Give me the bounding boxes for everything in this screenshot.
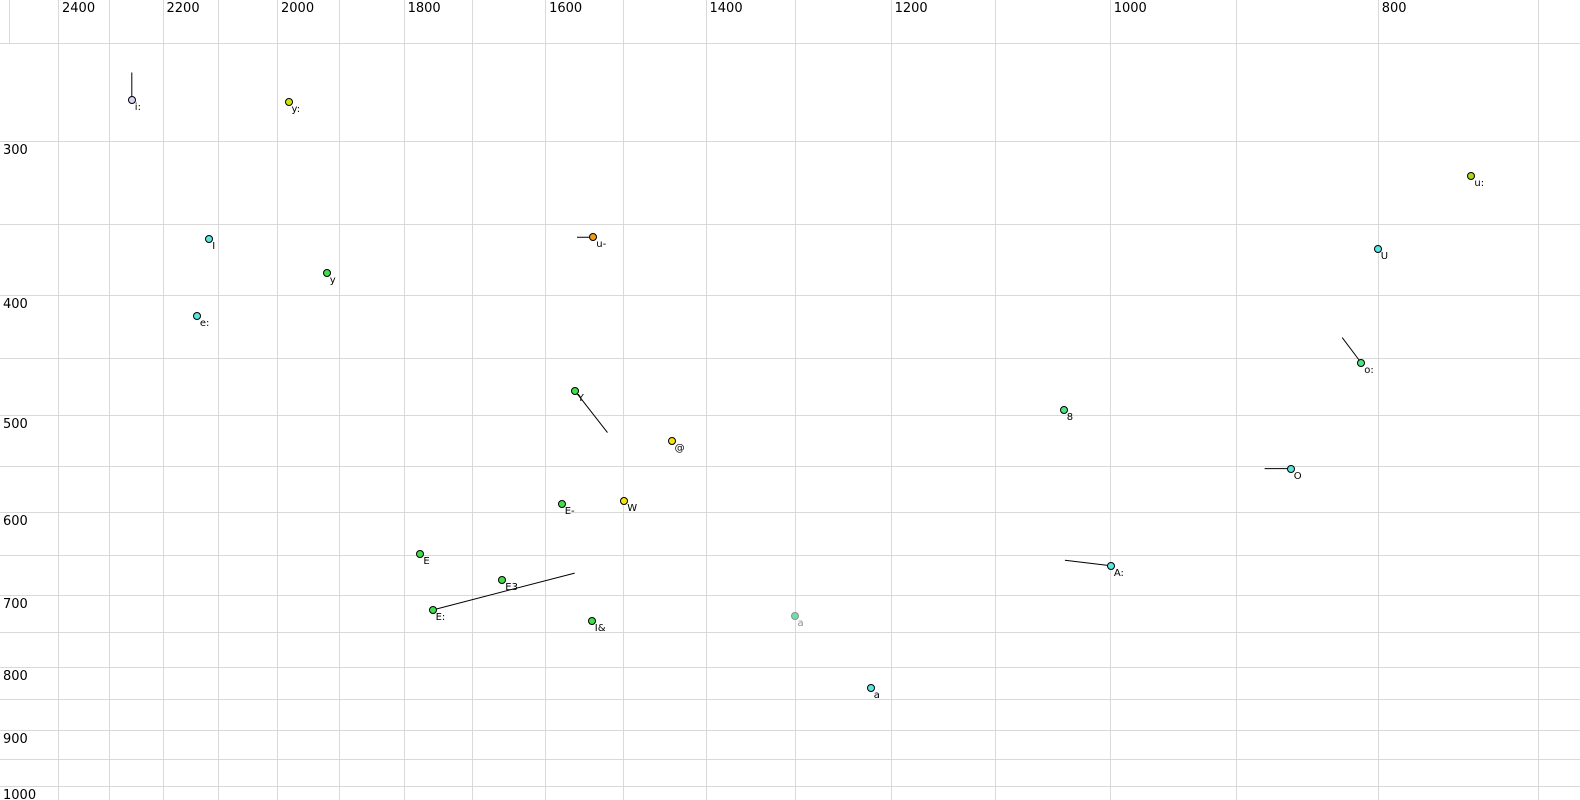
gridline-f1-300 <box>0 141 1580 142</box>
gridline-f2-1000 <box>1109 0 1111 800</box>
gridline-f1-250 <box>0 43 1580 45</box>
point-label-U: U <box>1380 251 1389 262</box>
gridline-f1-750 <box>0 631 1580 633</box>
gridline-f1-650 <box>0 555 1580 557</box>
y-axis-tick-label-800: 800 <box>3 668 28 684</box>
data-point-y[interactable] <box>322 269 331 278</box>
x-axis-tick-label-2000: 2000 <box>281 1 315 16</box>
point-label-I: I <box>212 240 216 252</box>
y-axis-tick-label-400: 400 <box>3 297 28 313</box>
gridline-f2-900 <box>1236 0 1238 800</box>
point-label-O: O <box>1293 470 1302 482</box>
data-point-i:[interactable] <box>127 96 136 105</box>
data-point-E3[interactable] <box>498 576 507 585</box>
point-label-E:: E: <box>435 612 446 623</box>
point-label-I&: I& <box>594 623 606 635</box>
x-axis-tick-label-1000: 1000 <box>1113 1 1147 16</box>
gridline-f1-500 <box>0 414 1580 416</box>
point-label-Y: Y <box>577 392 584 404</box>
data-point-I[interactable] <box>205 234 214 243</box>
point-tail-A: <box>1064 559 1111 567</box>
gridline-f1-450 <box>0 358 1580 360</box>
data-point-e:[interactable] <box>192 312 201 321</box>
point-label-a: a <box>873 690 880 702</box>
y-axis-tick-label-500: 500 <box>3 416 28 432</box>
point-label-u:: u: <box>1474 177 1485 189</box>
gridline-f2-2100 <box>218 0 220 800</box>
point-label-@: @ <box>674 442 685 454</box>
x-axis-tick-label-2400: 2400 <box>62 1 96 16</box>
data-point-E[interactable] <box>416 549 425 558</box>
data-point-U[interactable] <box>1373 245 1382 253</box>
gridline-f1-400 <box>0 295 1580 297</box>
data-point-O[interactable] <box>1286 464 1295 473</box>
gridline-f2-800 <box>1377 0 1379 800</box>
point-label-E: E <box>423 555 430 567</box>
point-label-a: a <box>797 617 804 629</box>
y-axis-tick-label-900: 900 <box>3 731 28 747</box>
point-label-A:: A: <box>1113 567 1124 579</box>
gridline-f2-2200 <box>162 0 164 800</box>
point-label-y:: y: <box>291 104 301 116</box>
x-axis-tick-label-800: 800 <box>1381 1 1407 16</box>
y-axis-tick-label-600: 600 <box>3 514 28 530</box>
data-point-a[interactable] <box>866 684 875 693</box>
gridline-f1-850 <box>0 699 1580 700</box>
gridline-f1-800 <box>0 666 1580 668</box>
data-point-y:[interactable] <box>284 98 293 107</box>
point-label-E3: E3 <box>505 582 518 594</box>
x-axis-tick-label-1200: 1200 <box>894 1 928 16</box>
data-point-u:[interactable] <box>1467 171 1476 180</box>
gridline-f2-2000 <box>277 0 278 800</box>
point-label-u-: u- <box>596 239 607 251</box>
gridline-f2-1700 <box>472 0 474 800</box>
gridline-f1-900 <box>0 729 1580 731</box>
point-label-i:: i: <box>134 102 141 114</box>
point-label-8: 8 <box>1066 412 1074 424</box>
gridline-f2-1400 <box>705 0 707 800</box>
data-point-o:[interactable] <box>1357 359 1366 367</box>
x-axis-tick-label-2200: 2200 <box>166 1 200 16</box>
gridline-f2-1100 <box>995 0 997 800</box>
y-axis-tick-label-300: 300 <box>3 143 28 158</box>
point-label-o:: o: <box>1364 365 1374 376</box>
point-label-y: y <box>329 275 336 287</box>
data-point-Y[interactable] <box>570 386 579 395</box>
point-label-W: W <box>627 502 638 514</box>
gridline-f2-1500 <box>622 0 624 800</box>
data-point-a[interactable] <box>790 611 799 620</box>
data-point-A:[interactable] <box>1106 561 1115 570</box>
x-axis-tick-label-1800: 1800 <box>407 1 441 16</box>
gridline-f1-950 <box>0 758 1580 760</box>
gridline-f2-1800 <box>403 0 405 800</box>
data-point-W[interactable] <box>620 496 629 505</box>
gridline-f1-600 <box>0 512 1580 514</box>
gridline-f2-1300 <box>794 0 796 800</box>
x-axis-tick-label-1600: 1600 <box>549 1 583 16</box>
data-point-8[interactable] <box>1059 406 1068 415</box>
gridline-f1-550 <box>0 465 1580 467</box>
data-point-@[interactable] <box>667 436 676 445</box>
point-label-e:: e: <box>199 318 210 330</box>
y-axis-tick-label-1000: 1000 <box>3 788 37 800</box>
gridline-f2-1600 <box>545 0 547 800</box>
y-axis-tick-label-700: 700 <box>3 596 28 612</box>
data-point-E-[interactable] <box>557 500 566 509</box>
point-label-E-: E- <box>564 506 575 518</box>
gridline-f2-2500-partial <box>9 0 10 43</box>
gridline-f2-1900 <box>338 0 340 800</box>
gridline-f2-700 <box>1538 0 1540 800</box>
gridline-f2-1200 <box>890 0 892 800</box>
data-point-I&[interactable] <box>587 617 596 626</box>
gridline-f1-350 <box>0 223 1580 225</box>
data-point-E:[interactable] <box>428 606 437 614</box>
x-axis-tick-label-1400: 1400 <box>709 1 743 16</box>
gridline-f1-1000 <box>0 786 1580 787</box>
data-point-u-[interactable] <box>589 233 598 242</box>
gridline-f1-700 <box>0 594 1580 596</box>
gridline-f2-2300 <box>109 0 111 800</box>
gridline-f2-2400 <box>58 0 59 800</box>
